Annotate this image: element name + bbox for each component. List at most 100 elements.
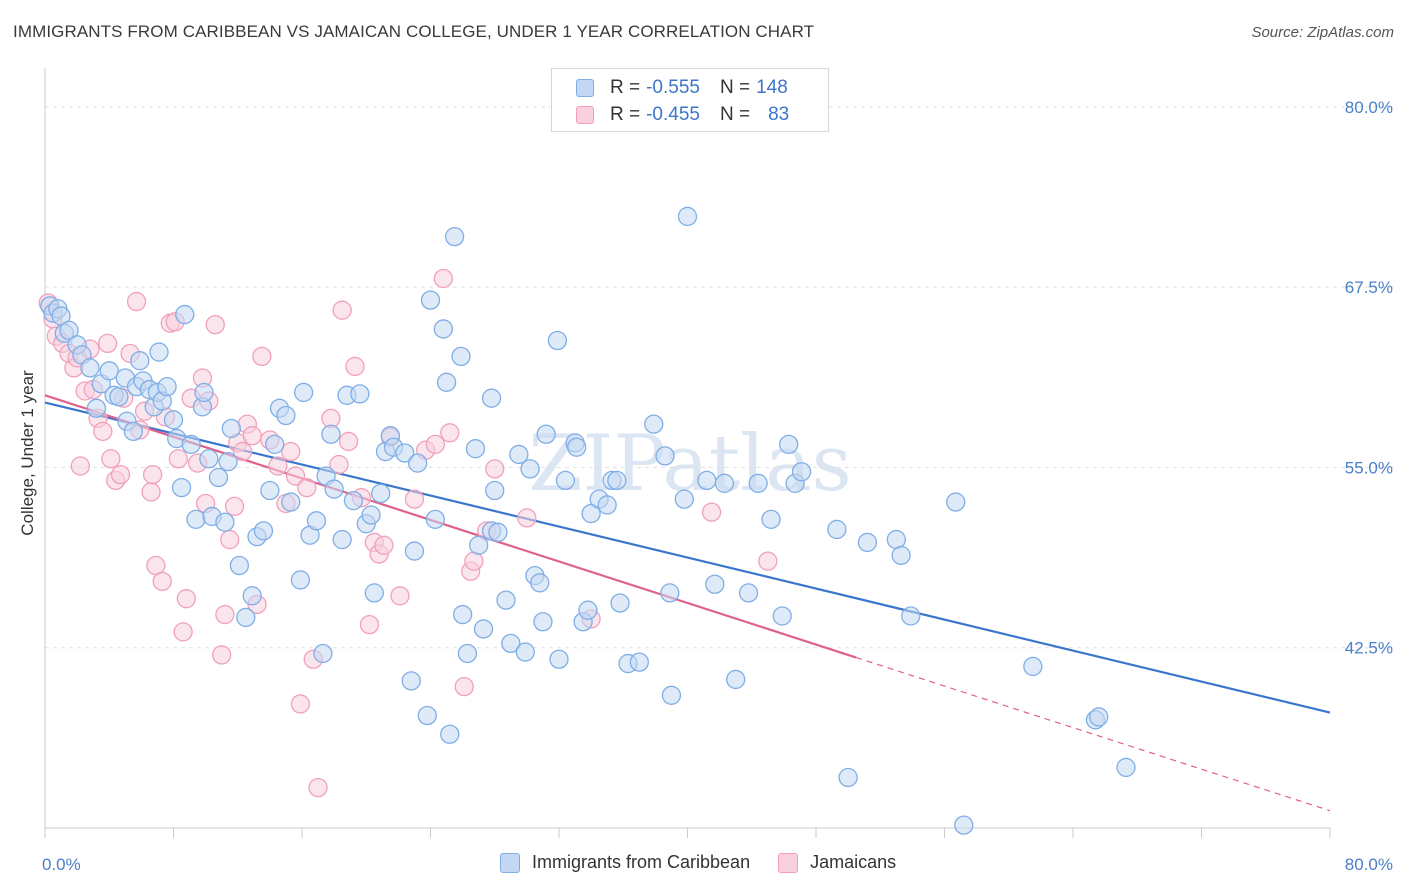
legend-swatch-blue — [576, 79, 594, 97]
point-jamaicans — [329, 454, 349, 475]
point-caribbean — [276, 405, 296, 426]
point-caribbean — [313, 643, 333, 664]
legend-row-caribbean: R = -0.555 N = 148 — [576, 75, 788, 101]
point-jamaicans — [359, 614, 380, 635]
point-caribbean — [891, 545, 911, 566]
point-caribbean — [181, 434, 201, 454]
data-points — [38, 206, 1136, 835]
point-caribbean — [175, 304, 195, 325]
point-caribbean — [163, 410, 184, 430]
point-caribbean — [533, 612, 553, 632]
point-caribbean — [536, 424, 556, 444]
point-caribbean — [457, 643, 478, 664]
point-caribbean — [425, 509, 445, 529]
point-jamaicans — [390, 586, 410, 606]
point-caribbean — [260, 480, 280, 501]
legend-r-value: -0.555 — [646, 77, 700, 98]
point-caribbean — [629, 652, 649, 672]
point-caribbean — [149, 342, 169, 362]
point-caribbean — [444, 227, 465, 247]
point-caribbean — [208, 467, 229, 488]
point-caribbean — [1023, 656, 1043, 677]
point-caribbean — [838, 767, 858, 788]
point-jamaicans — [308, 777, 328, 798]
point-jamaicans — [205, 314, 225, 335]
stats-legend: R = -0.555 N = 148 R = -0.455 N = 83 — [551, 68, 829, 132]
point-caribbean — [520, 459, 540, 479]
point-jamaicans — [485, 459, 505, 479]
point-jamaicans — [517, 508, 537, 528]
point-caribbean — [436, 372, 457, 392]
point-jamaicans — [297, 477, 317, 498]
point-jamaicans — [215, 604, 235, 625]
point-caribbean — [404, 541, 425, 561]
point-caribbean — [186, 509, 206, 529]
point-caribbean — [954, 815, 974, 835]
point-caribbean — [578, 600, 598, 620]
point-caribbean — [567, 437, 587, 457]
point-jamaicans — [464, 551, 484, 571]
point-caribbean — [130, 351, 150, 371]
point-caribbean — [324, 479, 344, 499]
point-caribbean — [361, 505, 381, 525]
point-caribbean — [827, 519, 847, 540]
point-caribbean — [857, 532, 878, 553]
series-label-jamaicans: Jamaicans — [810, 852, 897, 872]
point-caribbean — [644, 414, 664, 434]
point-caribbean — [465, 439, 486, 459]
x-tick-label: 0.0% — [42, 855, 81, 874]
point-jamaicans — [97, 333, 118, 354]
point-caribbean — [581, 503, 601, 524]
point-caribbean — [530, 573, 550, 593]
point-caribbean — [1116, 757, 1136, 778]
point-caribbean — [501, 633, 521, 654]
x-tick-label: 80.0% — [1345, 855, 1393, 874]
point-caribbean — [473, 619, 494, 639]
point-caribbean — [451, 346, 471, 367]
point-caribbean — [157, 377, 177, 397]
point-caribbean — [343, 490, 364, 511]
point-jamaicans — [268, 456, 288, 476]
point-jamaicans — [173, 622, 193, 642]
point-jamaicans — [374, 535, 394, 555]
point-jamaicans — [110, 464, 131, 485]
point-caribbean — [452, 604, 473, 625]
point-caribbean — [215, 512, 235, 532]
series-swatch-blue — [500, 852, 520, 873]
point-jamaicans — [220, 529, 240, 550]
axes — [44, 68, 1331, 838]
legend-r-value: -0.455 — [646, 104, 700, 125]
point-caribbean — [242, 586, 262, 606]
point-caribbean — [726, 669, 746, 690]
point-caribbean — [488, 522, 508, 542]
point-caribbean — [901, 606, 921, 626]
point-caribbean — [779, 434, 799, 454]
point-caribbean — [321, 424, 341, 444]
point-jamaicans — [425, 434, 445, 454]
point-caribbean — [221, 418, 241, 439]
point-caribbean — [59, 320, 79, 341]
point-jamaicans — [101, 449, 121, 469]
point-caribbean — [199, 449, 219, 469]
point-caribbean — [109, 387, 129, 407]
point-caribbean — [420, 290, 441, 310]
point-jamaicans — [252, 346, 272, 367]
legend-r-label: R = — [610, 77, 641, 98]
point-caribbean — [265, 434, 285, 454]
point-caribbean — [496, 590, 516, 610]
point-jamaicans — [232, 441, 253, 462]
point-caribbean — [661, 685, 682, 705]
y-axis-title: College, Under 1 year — [18, 370, 37, 536]
point-caribbean — [660, 583, 680, 603]
point-caribbean — [86, 398, 107, 418]
point-caribbean — [1089, 707, 1109, 727]
point-caribbean — [515, 642, 535, 662]
y-tick-label: 80.0% — [1345, 98, 1393, 117]
point-caribbean — [714, 473, 735, 493]
point-jamaicans — [168, 449, 188, 469]
point-jamaicans — [70, 456, 90, 476]
legend-swatch-pink — [576, 106, 594, 124]
y-tick-label: 55.0% — [1345, 458, 1393, 477]
point-caribbean — [290, 570, 311, 590]
